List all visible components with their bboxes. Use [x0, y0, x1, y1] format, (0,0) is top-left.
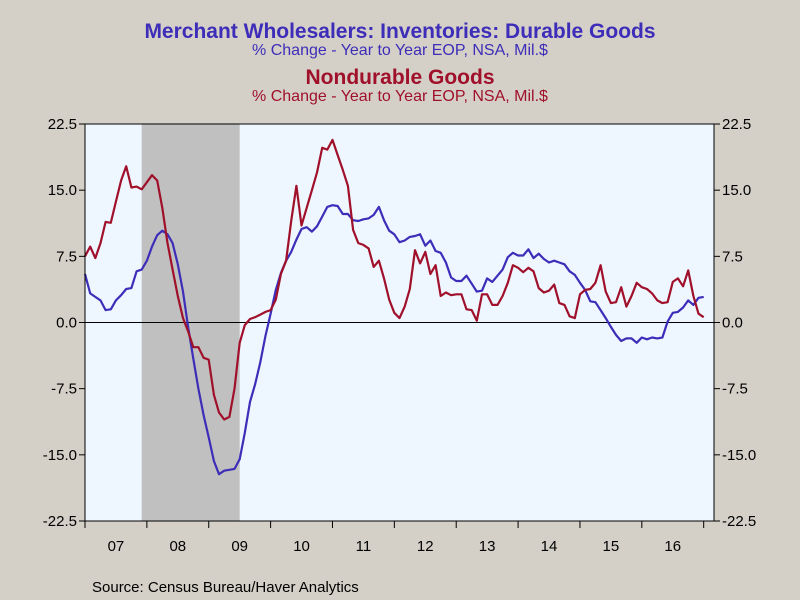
y-tick-label-left: -7.5: [51, 381, 77, 398]
x-tick-label: 11: [356, 538, 372, 555]
axes-layer: 22.5 22.5 15.0 15.0 7.5 7.5 0.0 0.0 -7.5 -7.5 -15.…: [43, 116, 756, 555]
y-tick-label-right: -7.5: [722, 381, 748, 398]
series-line-nondurable-goods: [84, 138, 705, 421]
series-layer: [83, 138, 705, 476]
x-tick-label: 08: [169, 538, 186, 555]
y-tick-label-right: -15.0: [722, 447, 756, 464]
y-tick-label-left: 15.0: [48, 182, 77, 199]
source-note: Source: Census Bureau/Haver Analytics: [92, 579, 359, 596]
durable-subtitle: % Change - Year to Year EOP, NSA, Mil.$: [252, 42, 548, 59]
y-tick-label-left: 0.0: [56, 315, 77, 332]
durable-title: Merchant Wholesalers: Inventories: Durab…: [144, 20, 656, 43]
y-tick-label-right: 22.5: [722, 116, 751, 133]
x-tick-label: 14: [541, 538, 558, 555]
x-tick-label: 07: [108, 538, 125, 555]
x-tick-label: 09: [231, 538, 248, 555]
y-tick-label-left: -15.0: [43, 447, 77, 464]
x-tick-label: 10: [293, 538, 310, 555]
y-tick-label-right: -22.5: [722, 513, 756, 530]
x-tick-label: 12: [417, 538, 434, 555]
series-line-durable-goods: [83, 204, 704, 476]
y-tick-label-right: 7.5: [722, 248, 743, 265]
nondurable-title: Nondurable Goods: [305, 66, 495, 89]
y-tick-label-right: 15.0: [722, 182, 751, 199]
y-tick-label-left: -22.5: [43, 513, 77, 530]
x-tick-label: 15: [603, 538, 620, 555]
y-tick-label-left: 22.5: [48, 116, 77, 133]
nondurable-subtitle: % Change - Year to Year EOP, NSA, Mil.$: [252, 88, 548, 105]
y-tick-label-left: 7.5: [56, 248, 77, 265]
x-tick-label: 13: [479, 538, 496, 555]
x-tick-label: 16: [664, 538, 681, 555]
y-tick-label-right: 0.0: [722, 315, 743, 332]
